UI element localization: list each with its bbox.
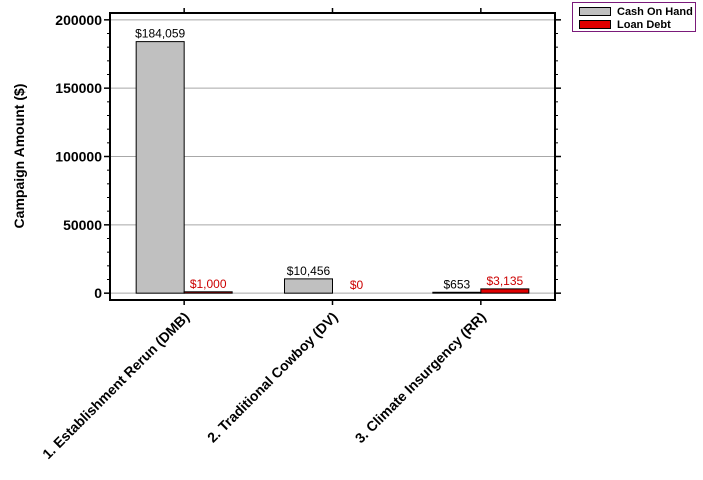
legend-swatch-cash: [579, 7, 611, 16]
legend-label-loan: Loan Debt: [617, 18, 671, 31]
y-axis-label: Campaign Amount ($): [11, 84, 27, 229]
x-tick-label: 3. Climate Insurgency (RR): [352, 309, 489, 446]
x-tick-label: 1. Establishment Rerun (DMB): [39, 309, 192, 462]
y-tick-label: 0: [94, 285, 102, 301]
y-tick-label: 150000: [55, 80, 102, 96]
bars: [135, 41, 530, 294]
x-tick-label: 2. Traditional Cowboy (DV): [204, 309, 341, 446]
y-tick-label: 50000: [63, 217, 102, 233]
legend-label-cash: Cash On Hand: [617, 5, 693, 18]
bar-cash-on-hand: [284, 278, 333, 294]
data-label: $0: [350, 278, 364, 292]
legend-swatch-loan: [579, 20, 611, 29]
bar-loan-debt: [183, 291, 233, 294]
bar-cash-on-hand: [135, 41, 185, 294]
y-tick-label: 100000: [55, 149, 102, 165]
legend-item-loan: Loan Debt: [579, 18, 671, 31]
legend-item-cash: Cash On Hand: [579, 5, 693, 18]
data-label: $653: [443, 277, 470, 291]
bar-cash-on-hand: [432, 291, 482, 294]
legend: Cash On Hand Loan Debt: [572, 2, 696, 32]
data-label: $3,135: [486, 274, 523, 288]
y-tick-label: 200000: [55, 12, 102, 28]
data-label: $10,456: [287, 264, 331, 278]
data-label: $184,059: [135, 27, 185, 41]
axis-ticks: 0 50000 100000 150000 200000 1. Establishment…: [39, 8, 561, 462]
bar-loan-debt: [480, 288, 530, 294]
data-label: $1,000: [190, 277, 227, 291]
data-labels: $184,059 $1,000 $10,456 $0 $653 $3,135: [135, 27, 523, 293]
